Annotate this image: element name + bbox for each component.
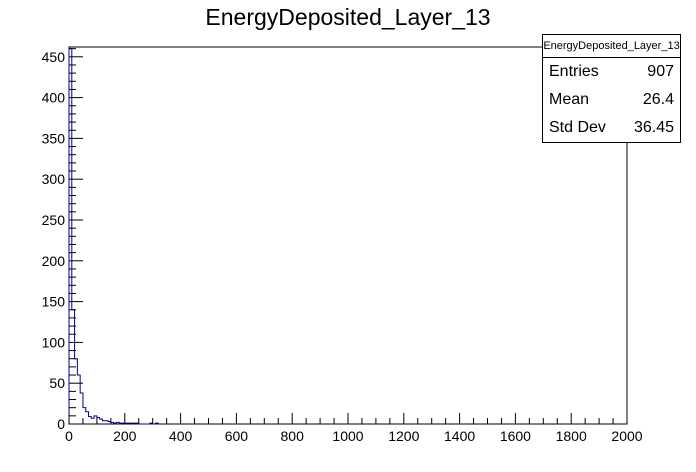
x-tick-label: 1400: [444, 428, 475, 444]
stats-row-entries: Entries 907: [543, 58, 680, 86]
stats-box-title: EnergyDeposited_Layer_13: [543, 35, 680, 58]
stats-row-mean: Mean 26.4: [543, 86, 680, 114]
stats-value: 26.4: [642, 91, 674, 108]
stats-value: 36.45: [633, 119, 674, 136]
stats-row-stddev: Std Dev 36.45: [543, 114, 680, 142]
y-tick-label: 350: [42, 130, 66, 146]
x-tick-label: 0: [65, 428, 73, 444]
x-tick-label: 1600: [500, 428, 531, 444]
x-tick-label: 2000: [611, 428, 642, 444]
y-tick-label: 150: [42, 294, 66, 310]
stats-label: Mean: [549, 91, 590, 108]
x-tick-label: 1200: [388, 428, 419, 444]
y-tick-label: 200: [42, 253, 66, 269]
stats-value: 907: [647, 63, 674, 80]
y-tick-label: 250: [42, 212, 66, 228]
histogram-series-line: [68, 48, 159, 425]
x-tick-label: 600: [225, 428, 249, 444]
x-tick-label: 400: [169, 428, 193, 444]
stats-box: EnergyDeposited_Layer_13 Entries 907 Mea…: [542, 34, 681, 143]
chart-title: EnergyDeposited_Layer_13: [205, 4, 491, 30]
stats-label: Entries: [549, 63, 599, 80]
stats-label: Std Dev: [549, 119, 606, 136]
x-tick-label: 1800: [556, 428, 587, 444]
y-tick-label: 50: [49, 375, 65, 391]
y-tick-label: 300: [42, 171, 66, 187]
y-tick-label: 100: [42, 334, 66, 350]
y-tick-label: 450: [42, 49, 66, 65]
x-tick-label: 1000: [332, 428, 363, 444]
x-tick-label: 200: [113, 428, 137, 444]
x-tick-label: 800: [281, 428, 305, 444]
y-tick-label: 0: [57, 416, 65, 432]
y-tick-label: 400: [42, 90, 66, 106]
